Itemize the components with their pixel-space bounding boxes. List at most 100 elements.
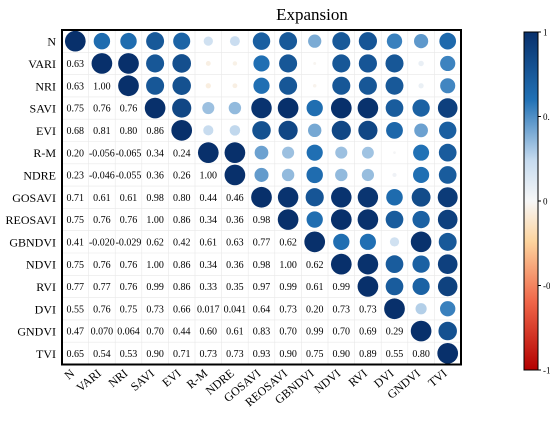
colorbar-tick-label: 0 (543, 197, 548, 207)
correlation-circle (306, 99, 323, 117)
correlation-value-label: 0.80 (173, 193, 191, 204)
correlation-circle (332, 76, 351, 95)
correlation-value-label: 0.76 (93, 215, 111, 226)
correlation-value-label: 0.62 (279, 237, 297, 248)
correlation-circle (438, 232, 457, 251)
row-label: NRI (35, 79, 56, 93)
correlation-circle (439, 32, 457, 50)
colorbar (523, 31, 539, 371)
correlation-value-label: 0.81 (93, 126, 111, 137)
correlation-value-label: 0.90 (333, 349, 351, 360)
correlation-value-label: 0.42 (173, 237, 191, 248)
correlation-value-label: 0.98 (253, 260, 271, 271)
plot-frame (61, 29, 462, 366)
correlation-value-label: 0.75 (120, 304, 138, 315)
correlation-value-label: 0.80 (120, 126, 138, 137)
correlation-value-label: 0.70 (333, 327, 351, 338)
correlation-circle (413, 166, 430, 184)
correlation-value-label: 0.26 (173, 171, 191, 182)
correlation-circle (252, 121, 271, 140)
correlation-circle (437, 343, 459, 364)
correlation-value-label: 0.61 (226, 327, 244, 338)
column-label: VARI (74, 366, 104, 395)
correlation-value-label: 0.86 (173, 215, 191, 226)
correlation-value-label: 1.00 (146, 215, 164, 226)
column-label: N (62, 366, 78, 383)
correlation-circle (385, 277, 404, 296)
correlation-circle (385, 76, 404, 95)
correlation-circle (146, 54, 165, 73)
correlation-circle (331, 187, 352, 208)
correlation-circle (440, 55, 456, 72)
row-label: R-M (33, 146, 56, 160)
correlation-value-label: 0.62 (306, 260, 324, 271)
correlation-circle (357, 187, 379, 208)
correlation-circle (385, 54, 404, 73)
correlation-value-label: 0.73 (226, 349, 244, 360)
correlation-circle (332, 32, 351, 51)
correlation-circle (146, 32, 165, 51)
correlation-circle (118, 53, 139, 74)
row-label: GNDVI (17, 325, 56, 339)
correlation-value-label: 0.73 (333, 304, 351, 315)
correlation-circle (392, 172, 397, 178)
correlation-circle (412, 99, 430, 117)
column-label: RVI (346, 366, 370, 389)
correlation-circle (411, 187, 431, 207)
correlation-circle (144, 97, 166, 119)
correlation-circle (312, 83, 317, 88)
correlation-circle (308, 34, 322, 48)
correlation-value-label: 0.99 (279, 282, 297, 293)
correlation-circle (330, 209, 352, 230)
correlation-value-label: 0.20 (306, 304, 324, 315)
correlation-circle (253, 77, 270, 94)
correlation-value-label: 0.61 (120, 193, 138, 204)
correlation-circle (440, 301, 456, 317)
correlation-circle (278, 120, 298, 140)
correlation-value-label: 0.33 (200, 282, 218, 293)
correlation-value-label: 1.00 (93, 81, 111, 92)
chart-title: Expansion (276, 5, 348, 24)
correlation-value-label: 0.62 (146, 237, 164, 248)
correlation-circle (361, 168, 375, 182)
correlation-value-label: 0.63 (226, 237, 244, 248)
correlation-circle (251, 186, 272, 208)
correlation-value-label: -0.046 (89, 171, 115, 182)
correlation-circle (279, 76, 298, 95)
correlation-value-label: 0.65 (67, 349, 85, 360)
correlation-circle (393, 151, 396, 154)
correlation-value-label: 0.86 (173, 260, 191, 271)
correlation-circle (171, 120, 193, 141)
correlation-value-label: 0.55 (386, 349, 404, 360)
correlation-circle (412, 210, 430, 229)
correlation-circle (385, 99, 404, 117)
correlation-value-label: 0.63 (67, 81, 85, 92)
correlation-value-label: 0.76 (93, 304, 111, 315)
correlation-value-label: 0.34 (200, 260, 218, 271)
correlation-circle (203, 36, 213, 46)
correlation-value-label: 0.89 (359, 349, 377, 360)
correlation-value-label: 0.64 (253, 304, 271, 315)
correlation-circle (224, 142, 246, 163)
correlation-circle (64, 30, 86, 52)
correlation-value-label: 0.99 (146, 282, 164, 293)
correlation-circle (335, 146, 348, 159)
column-label: EVI (159, 366, 183, 390)
row-label: DVI (35, 302, 56, 316)
correlation-value-label: 0.83 (253, 327, 271, 338)
correlation-value-label: 0.71 (173, 349, 191, 360)
colorbar-tick-label: 1 (543, 28, 548, 38)
correlation-value-label: 1.00 (279, 260, 297, 271)
correlation-circle (146, 76, 165, 95)
correlation-circle (437, 254, 458, 274)
correlation-value-label: 0.86 (146, 126, 164, 137)
correlation-value-label: 0.76 (120, 104, 138, 115)
correlation-circle (205, 83, 211, 89)
correlation-circle (385, 255, 404, 273)
correlation-value-label: 0.35 (226, 282, 244, 293)
correlation-value-label: 0.29 (386, 327, 404, 338)
correlation-value-label: 0.46 (226, 193, 244, 204)
correlation-value-label: 0.41 (67, 237, 85, 248)
correlation-circle (330, 253, 352, 275)
correlation-circle (410, 231, 432, 253)
